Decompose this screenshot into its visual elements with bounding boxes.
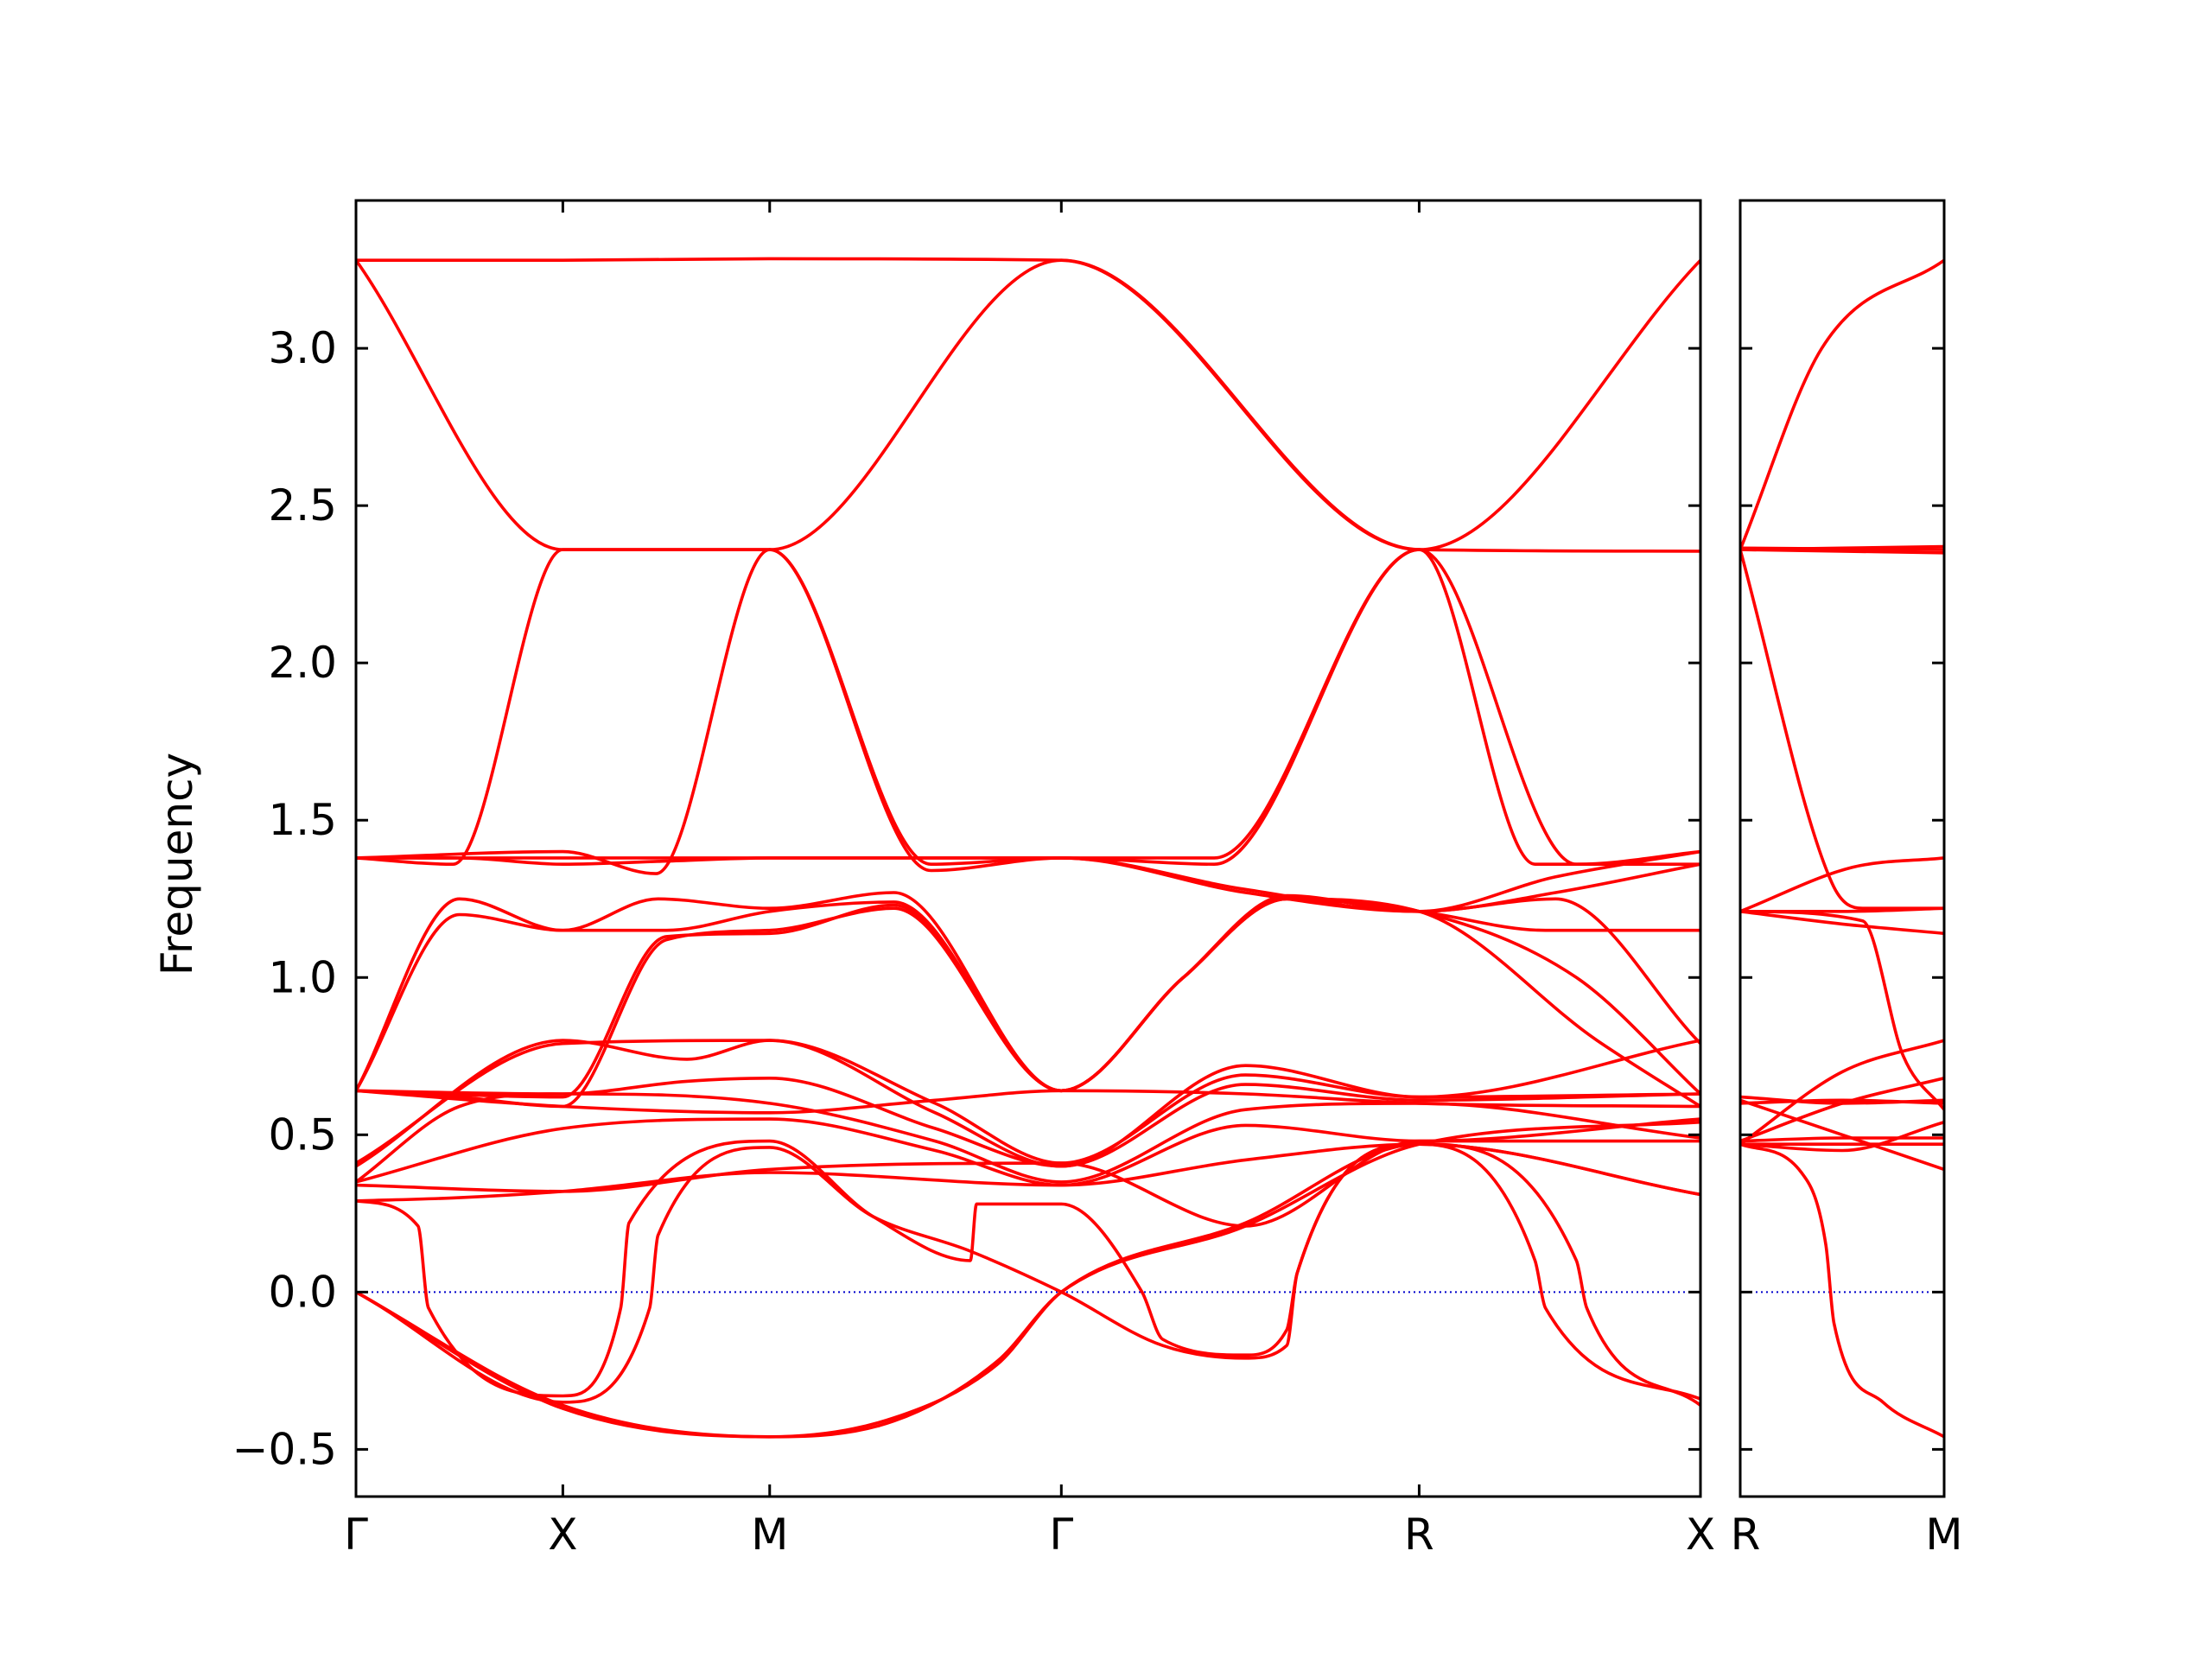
band-line-right-17 xyxy=(1740,1142,1944,1439)
band-line-right-2 xyxy=(1740,548,1944,555)
x-tick-label-main-5: X xyxy=(1686,1510,1715,1560)
band-line-right-9 xyxy=(1740,1039,1944,1146)
band-line-right-13 xyxy=(1740,1098,1944,1172)
panel-frame-right xyxy=(1738,199,1946,1498)
band-line-right-3 xyxy=(1740,546,1944,551)
band-line-main-14 xyxy=(356,1092,1700,1184)
band-line-main-3 xyxy=(356,548,1700,875)
band-line-main-12 xyxy=(356,1077,1700,1168)
band-line-main-21 xyxy=(356,1120,1700,1439)
y-tick-label-1: 0.0 xyxy=(268,1267,337,1317)
y-tick-label-3: 1.0 xyxy=(268,952,337,1002)
band-line-right-15 xyxy=(1740,1136,1944,1143)
bands-main xyxy=(356,257,1700,1439)
band-line-right-0 xyxy=(1740,258,1944,550)
band-line-right-4 xyxy=(1740,549,1944,911)
y-tick-label-0: −0.5 xyxy=(232,1424,337,1474)
panel-frame-main xyxy=(354,199,1702,1498)
y-tick-label-7: 3.0 xyxy=(268,323,337,373)
band-line-main-9 xyxy=(356,897,1700,1109)
band-line-right-16 xyxy=(1740,1120,1944,1153)
band-line-main-19 xyxy=(356,1142,1700,1407)
y-tick-label-5: 2.0 xyxy=(268,638,337,688)
band-line-main-2 xyxy=(356,548,1700,866)
main-panel: Γ X M Γ R X −0.5 0.0 0.5 1.0 1.5 2.0 2.5 3.0 xyxy=(232,199,1715,1560)
band-line-right-7 xyxy=(1740,910,1944,936)
x-tick-label-main-3: Γ xyxy=(1049,1510,1073,1560)
band-line-main-1 xyxy=(356,258,1700,553)
x-tick-label-main-4: R xyxy=(1404,1510,1434,1560)
y-tick-label-6: 2.5 xyxy=(268,480,337,531)
y-tick-label-2: 0.5 xyxy=(268,1109,337,1160)
x-tick-label-right-1: M xyxy=(1925,1510,1962,1560)
x-tick-label-main-0: Γ xyxy=(344,1510,368,1560)
band-line-main-0 xyxy=(356,257,1700,551)
band-line-right-8 xyxy=(1740,910,1944,1111)
x-tick-label-right-0: R xyxy=(1731,1510,1761,1560)
band-line-main-5 xyxy=(356,849,1700,913)
y-axis-label: Frequency xyxy=(152,753,202,976)
band-line-right-5 xyxy=(1740,856,1944,913)
band-line-main-11 xyxy=(356,1039,1700,1165)
band-line-main-10 xyxy=(356,1039,1700,1168)
x-tick-label-main-1: X xyxy=(548,1510,577,1560)
x-tick-label-main-2: M xyxy=(751,1510,788,1560)
band-line-main-6 xyxy=(356,891,1700,1093)
band-line-right-12 xyxy=(1740,1098,1944,1105)
y-tick-label-4: 1.5 xyxy=(268,795,337,845)
bands-right xyxy=(1740,258,1944,1439)
